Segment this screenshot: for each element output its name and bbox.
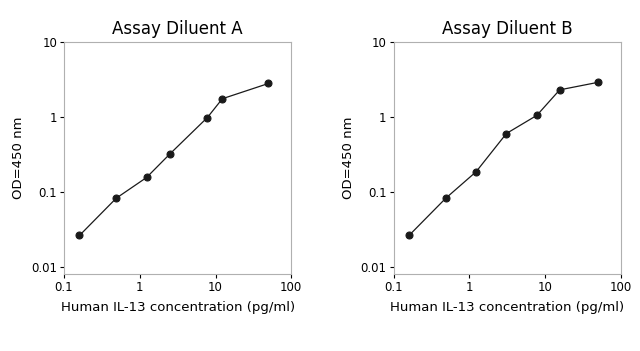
Title: Assay Diluent B: Assay Diluent B [442, 20, 572, 38]
Y-axis label: OD=450 nm: OD=450 nm [13, 117, 26, 199]
X-axis label: Human IL-13 concentration (pg/ml): Human IL-13 concentration (pg/ml) [61, 301, 294, 314]
Y-axis label: OD=450 nm: OD=450 nm [342, 117, 355, 199]
X-axis label: Human IL-13 concentration (pg/ml): Human IL-13 concentration (pg/ml) [390, 301, 624, 314]
Title: Assay Diluent A: Assay Diluent A [113, 20, 243, 38]
